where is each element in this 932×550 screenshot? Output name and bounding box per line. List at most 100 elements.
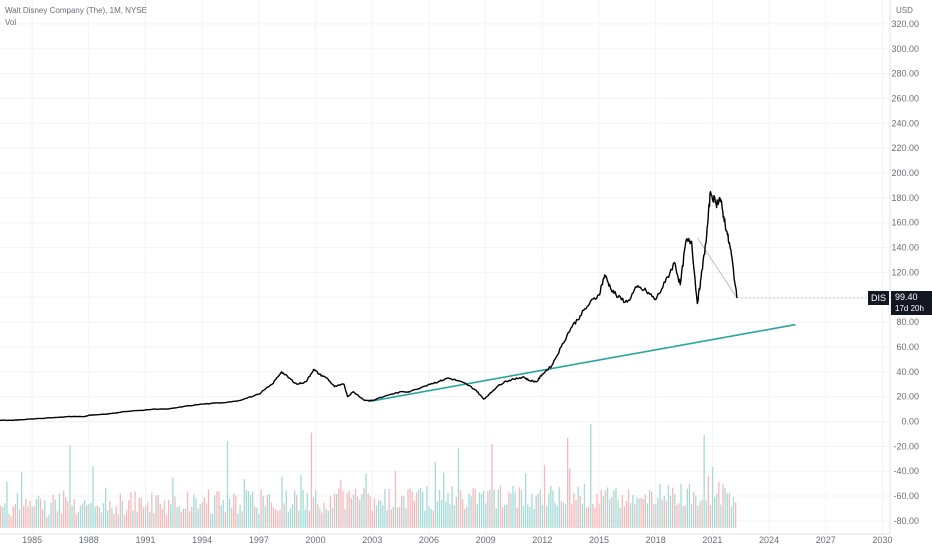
volume-bar (472, 487, 474, 528)
volume-bar (270, 502, 273, 528)
volume-bar (8, 513, 10, 528)
volume-bar (264, 506, 266, 528)
y-tick-label: 40.00 (896, 367, 919, 377)
volume-bar (558, 487, 560, 528)
volume-bar (382, 504, 384, 528)
volume-bar (661, 499, 663, 528)
volume-bar (716, 493, 718, 528)
volume-bar (411, 491, 413, 528)
volume-bar (709, 504, 712, 528)
volume-bar (420, 487, 422, 528)
volume-bar (170, 504, 172, 528)
volume-bar (548, 493, 550, 528)
chart-title: Walt Disney Company (The), 1M, NYSE (5, 6, 147, 15)
price-axis[interactable]: 320.00 300.00 280.00 260.00 240.00 220.00 200.… (889, 0, 919, 534)
volume-bar (52, 494, 54, 528)
y-tick-label: 160.00 (891, 218, 919, 228)
volume-bar (220, 504, 222, 528)
volume-bar (669, 495, 672, 528)
volume-bar (37, 495, 40, 528)
volume-bar (247, 491, 250, 528)
x-tick-label: 1994 (192, 535, 212, 545)
volume-bar (640, 497, 642, 528)
volume-bar (361, 493, 363, 528)
volume-bar (367, 493, 369, 528)
last-price: 99.40 (895, 292, 918, 302)
volume-bar (527, 504, 529, 528)
volume-bar (111, 507, 113, 528)
x-tick-label: 1991 (135, 535, 155, 545)
volume-bar (354, 489, 357, 528)
volume-bar (371, 510, 373, 528)
volume-bar (182, 508, 184, 528)
time-axis[interactable]: 1985 1988 1991 1994 1997 2000 2003 2006 2009 2012… (0, 533, 892, 545)
volume-bar (405, 508, 407, 528)
volume-bar (256, 507, 258, 528)
volume-bar (338, 488, 340, 528)
volume-bar (207, 489, 210, 528)
x-tick-label: 2024 (759, 535, 779, 545)
volume-bar (659, 483, 661, 528)
volume-bar (100, 512, 103, 528)
volume-bar (464, 508, 466, 528)
volume-bar (401, 495, 403, 528)
volume-bar (365, 473, 367, 528)
volume-bar (577, 486, 579, 528)
volume-bar (430, 509, 432, 528)
x-tick-label: 2021 (702, 535, 722, 545)
volume-bar (394, 470, 397, 528)
volume-bar (585, 507, 588, 528)
volume-bar (352, 494, 355, 528)
volume-bar (199, 503, 201, 528)
volume-bar (88, 504, 90, 528)
volume-bar (121, 501, 124, 528)
volume-bar (476, 504, 478, 528)
volume-bar (392, 506, 394, 528)
volume-bar (678, 503, 680, 528)
volume-bar (212, 514, 214, 528)
volume-bar (613, 490, 615, 528)
volume-bar (197, 508, 199, 528)
volume-bar (686, 488, 688, 528)
volume-bar (203, 497, 205, 528)
volume-bar (65, 497, 67, 528)
volume-bar (258, 513, 260, 528)
volume-bar (98, 507, 100, 528)
volume-bar (226, 441, 229, 528)
volume-bar (573, 492, 575, 528)
volume-bar (443, 472, 445, 528)
volume-bar (531, 493, 533, 528)
volume-bar (193, 494, 195, 528)
volume-bar (449, 504, 451, 528)
volume-bar (445, 501, 447, 528)
volume-bar (508, 492, 510, 528)
volume-bar (210, 513, 212, 528)
volume-bar (174, 496, 176, 528)
volume-bar (701, 499, 703, 528)
volume-bar (466, 506, 468, 528)
volume-bar (501, 506, 504, 528)
volume-bar (598, 503, 600, 528)
volume-bar (359, 499, 361, 528)
volume-bar (336, 494, 338, 528)
y-tick-label: -40.00 (893, 466, 919, 476)
volume-bar (533, 508, 535, 528)
price-line (0, 190, 738, 422)
volume-bar (155, 495, 157, 528)
volume-bar (724, 488, 726, 528)
volume-bar (457, 448, 460, 528)
volume-bar (105, 487, 107, 528)
volume-bar (161, 509, 163, 528)
y-tick-label: -20.00 (893, 441, 919, 451)
y-tick-label: 320.00 (891, 19, 919, 29)
volume-bar (510, 493, 512, 528)
volume-bar (21, 471, 23, 528)
volume-bar (512, 485, 514, 528)
volume-bar (69, 444, 71, 528)
volume-bar (516, 507, 518, 528)
volume-bar (625, 501, 628, 528)
volume-bar (48, 514, 50, 528)
volume-bar (184, 508, 187, 528)
volume-bar (438, 489, 441, 528)
